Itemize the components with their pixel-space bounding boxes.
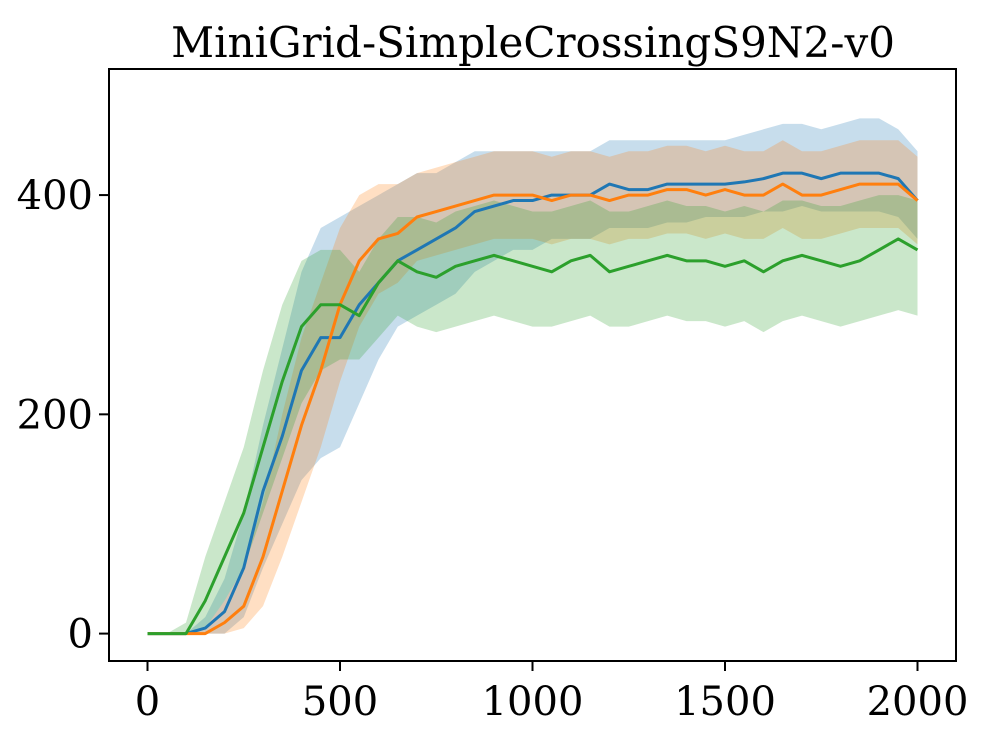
x-tick-label: 1000 xyxy=(482,679,584,725)
y-tick-label: 400 xyxy=(17,173,93,219)
x-tick-label: 0 xyxy=(135,679,160,725)
series-blue-band xyxy=(147,118,918,634)
y-ticks: 0 200 400 xyxy=(17,173,109,658)
y-tick-label: 200 xyxy=(17,392,93,438)
lines xyxy=(147,171,919,636)
x-tick-label: 1500 xyxy=(674,679,776,725)
x-ticks: 0 500 1000 1500 2000 xyxy=(135,661,969,725)
series-blue-line xyxy=(147,171,919,636)
series-orange-band xyxy=(147,140,918,634)
x-tick-label: 500 xyxy=(302,679,378,725)
chart-title: MiniGrid-SimpleCrossingS9N2-v0 xyxy=(171,18,895,67)
series-green-line xyxy=(147,237,919,636)
y-tick-label: 0 xyxy=(68,612,93,658)
series-orange-line xyxy=(147,182,919,636)
x-tick-label: 2000 xyxy=(867,679,969,725)
